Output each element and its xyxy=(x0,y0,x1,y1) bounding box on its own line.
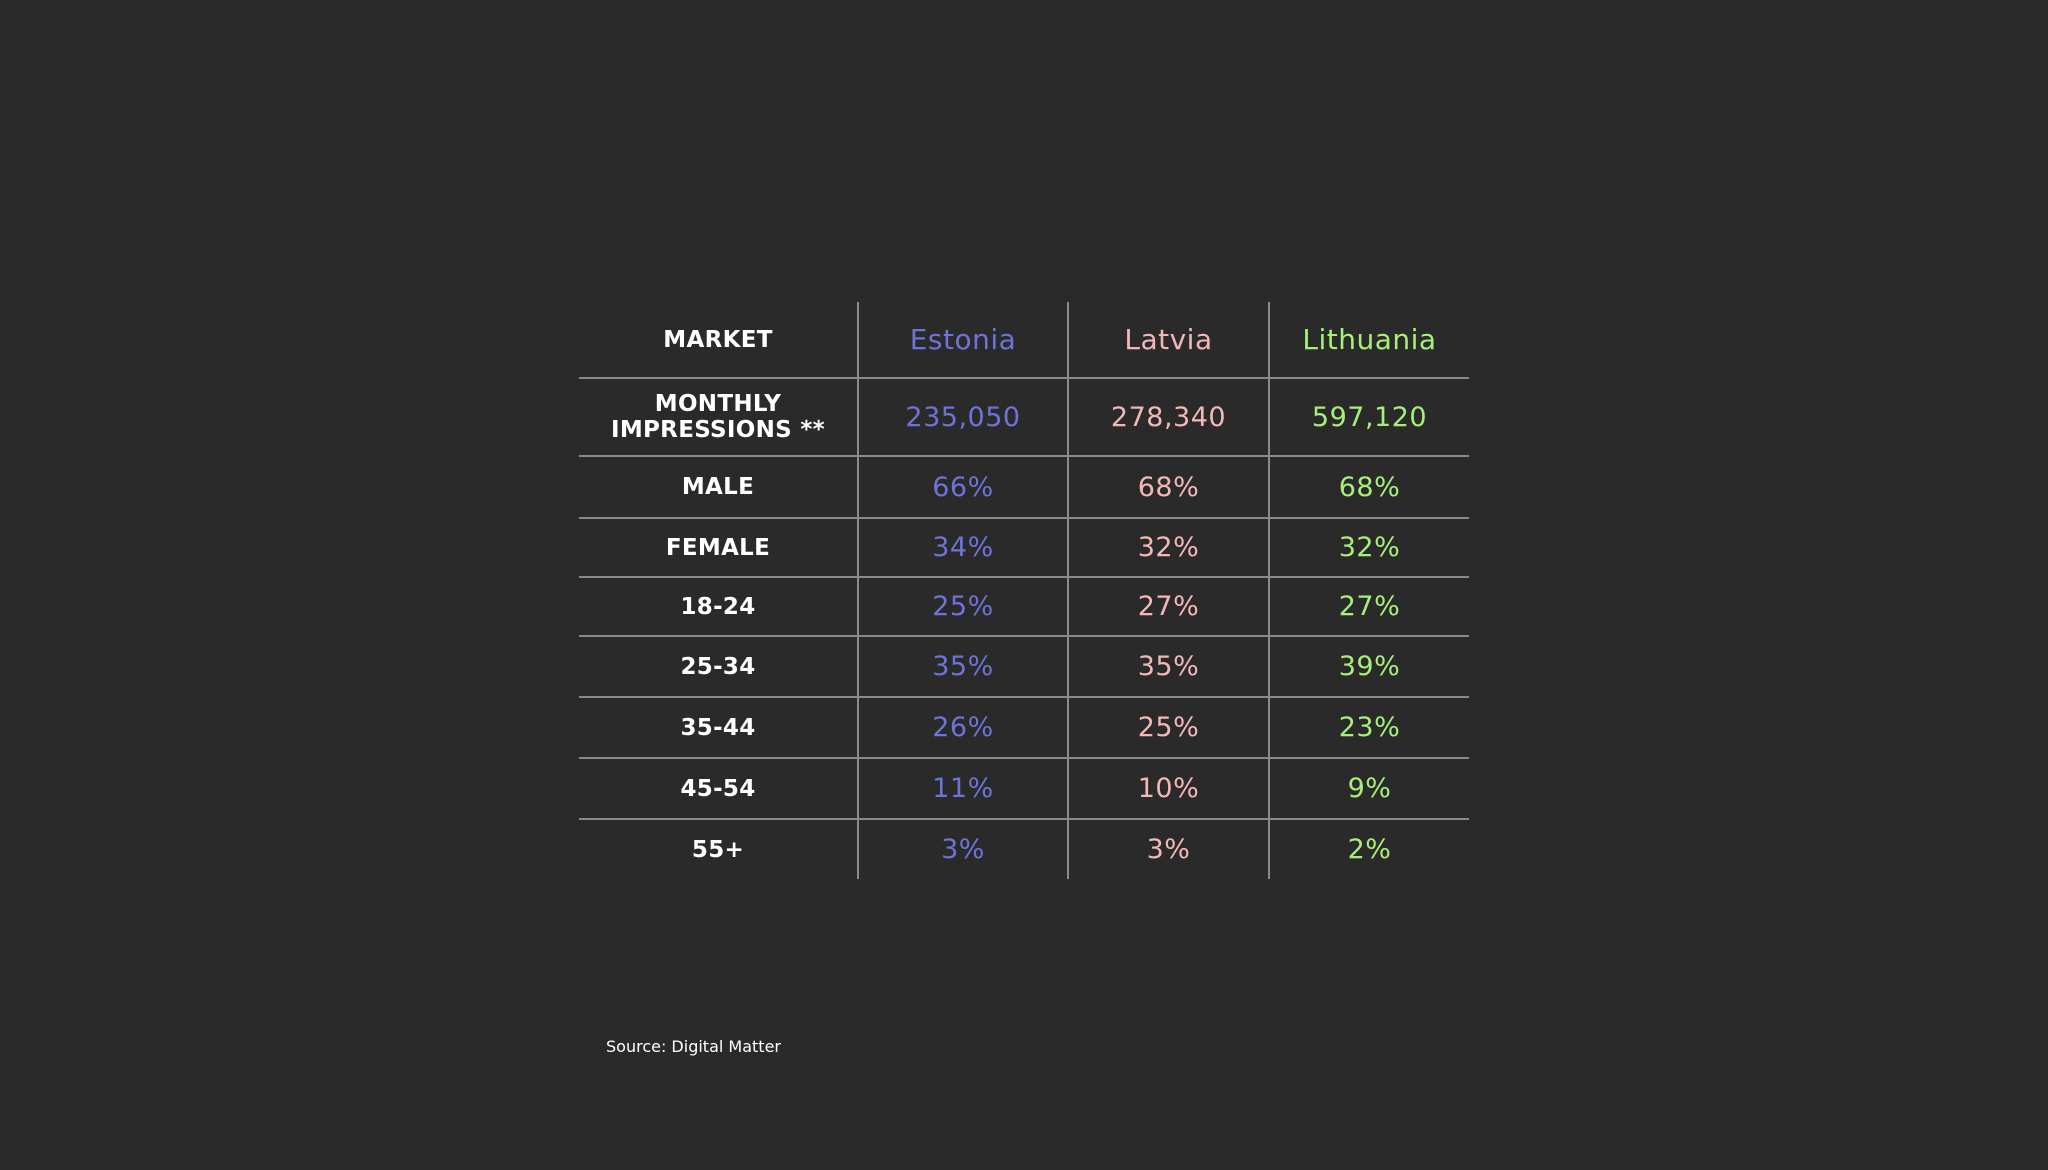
cell-latvia-female: 32% xyxy=(1067,517,1268,576)
cell-latvia-35-44: 25% xyxy=(1067,696,1268,757)
cell-lithuania-18-24: 27% xyxy=(1268,576,1469,635)
cell-lithuania-impressions: 597,120 xyxy=(1268,377,1469,455)
cell-lithuania-35-44: 23% xyxy=(1268,696,1469,757)
cell-latvia-male: 68% xyxy=(1067,455,1268,517)
cell-estonia-18-24: 25% xyxy=(857,576,1067,635)
row-label-monthly-impressions: MONTHLY IMPRESSIONS ** xyxy=(579,377,857,455)
monthly-impressions-label: MONTHLY IMPRESSIONS ** xyxy=(610,391,825,443)
row-label-18-24: 18-24 xyxy=(579,576,857,635)
header-estonia: Estonia xyxy=(857,302,1067,377)
cell-estonia-35-44: 26% xyxy=(857,696,1067,757)
cell-estonia-male: 66% xyxy=(857,455,1067,517)
row-label-female: FEMALE xyxy=(579,517,857,576)
row-label-35-44: 35-44 xyxy=(579,696,857,757)
cell-estonia-45-54: 11% xyxy=(857,757,1067,818)
cell-lithuania-55-plus: 2% xyxy=(1268,818,1469,879)
cell-estonia-55-plus: 3% xyxy=(857,818,1067,879)
cell-latvia-18-24: 27% xyxy=(1067,576,1268,635)
cell-estonia-impressions: 235,050 xyxy=(857,377,1067,455)
cell-latvia-impressions: 278,340 xyxy=(1067,377,1268,455)
cell-latvia-45-54: 10% xyxy=(1067,757,1268,818)
row-label-55-plus: 55+ xyxy=(579,818,857,879)
cell-lithuania-45-54: 9% xyxy=(1268,757,1469,818)
source-note: Source: Digital Matter xyxy=(606,1037,781,1056)
header-lithuania: Lithuania xyxy=(1268,302,1469,377)
cell-lithuania-25-34: 39% xyxy=(1268,635,1469,696)
row-label-male: MALE xyxy=(579,455,857,517)
market-table: MARKET Estonia Latvia Lithuania MONTHLY … xyxy=(579,302,1469,879)
cell-estonia-25-34: 35% xyxy=(857,635,1067,696)
header-market: MARKET xyxy=(663,326,773,353)
row-label-25-34: 25-34 xyxy=(579,635,857,696)
cell-lithuania-male: 68% xyxy=(1268,455,1469,517)
row-label-45-54: 45-54 xyxy=(579,757,857,818)
cell-lithuania-female: 32% xyxy=(1268,517,1469,576)
header-latvia: Latvia xyxy=(1067,302,1268,377)
cell-latvia-25-34: 35% xyxy=(1067,635,1268,696)
cell-latvia-55-plus: 3% xyxy=(1067,818,1268,879)
cell-estonia-female: 34% xyxy=(857,517,1067,576)
